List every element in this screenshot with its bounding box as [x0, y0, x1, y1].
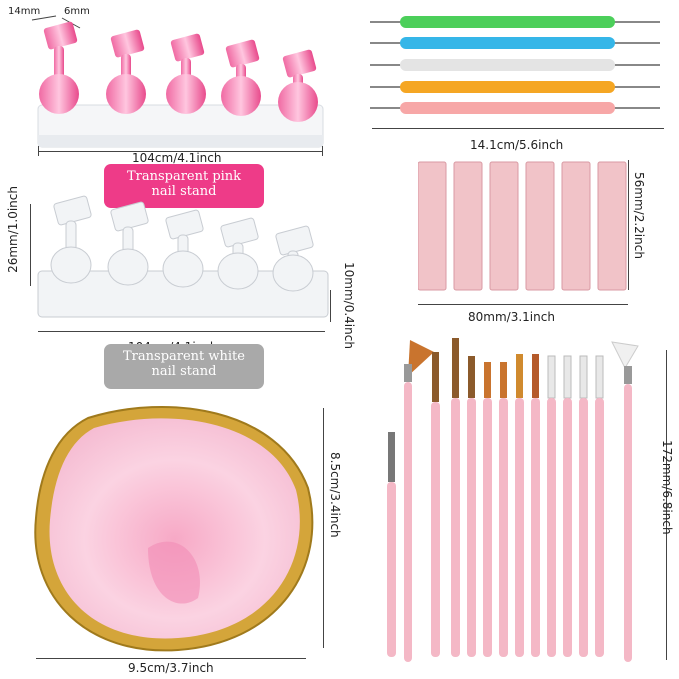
nail-brushes: [387, 338, 639, 662]
silicone-holder-width: 80mm/3.1inch: [468, 310, 555, 324]
white-stand-badge: Transparent white nail stand: [104, 344, 264, 389]
white-stand-illustration: [37, 195, 329, 318]
palette-width: 9.5cm/3.7inch: [128, 661, 214, 675]
palette-height: 8.5cm/3.4inch: [328, 452, 342, 538]
pink-stand-width: 104cm/4.1inch: [132, 151, 222, 165]
silicone-nail-holders: [418, 161, 627, 291]
white-stand-label-2: nail stand: [151, 364, 217, 379]
pink-stand-top-width: 14mm: [8, 6, 41, 17]
pink-stand-top-height: 6mm: [64, 6, 90, 17]
white-stand-height: 26mm/1.0inch: [6, 186, 20, 273]
dotting-pens: [370, 16, 660, 114]
white-stand-label-1: Transparent white: [123, 349, 245, 364]
pink-stand-badge: Transparent pink nail stand: [104, 164, 264, 208]
pink-stand-label-1: Transparent pink: [126, 169, 242, 184]
white-stand-base-height: 10mm/0.4inch: [342, 262, 356, 349]
resin-palette: [34, 405, 314, 652]
dotting-pens-length: 14.1cm/5.6inch: [470, 138, 564, 152]
brushes-length: 172mm/6.8inch: [660, 440, 674, 535]
pink-stand-label-2: nail stand: [151, 184, 217, 199]
pink-stand-illustration: [31, 15, 324, 148]
silicone-holder-height: 56mm/2.2inch: [632, 172, 646, 259]
